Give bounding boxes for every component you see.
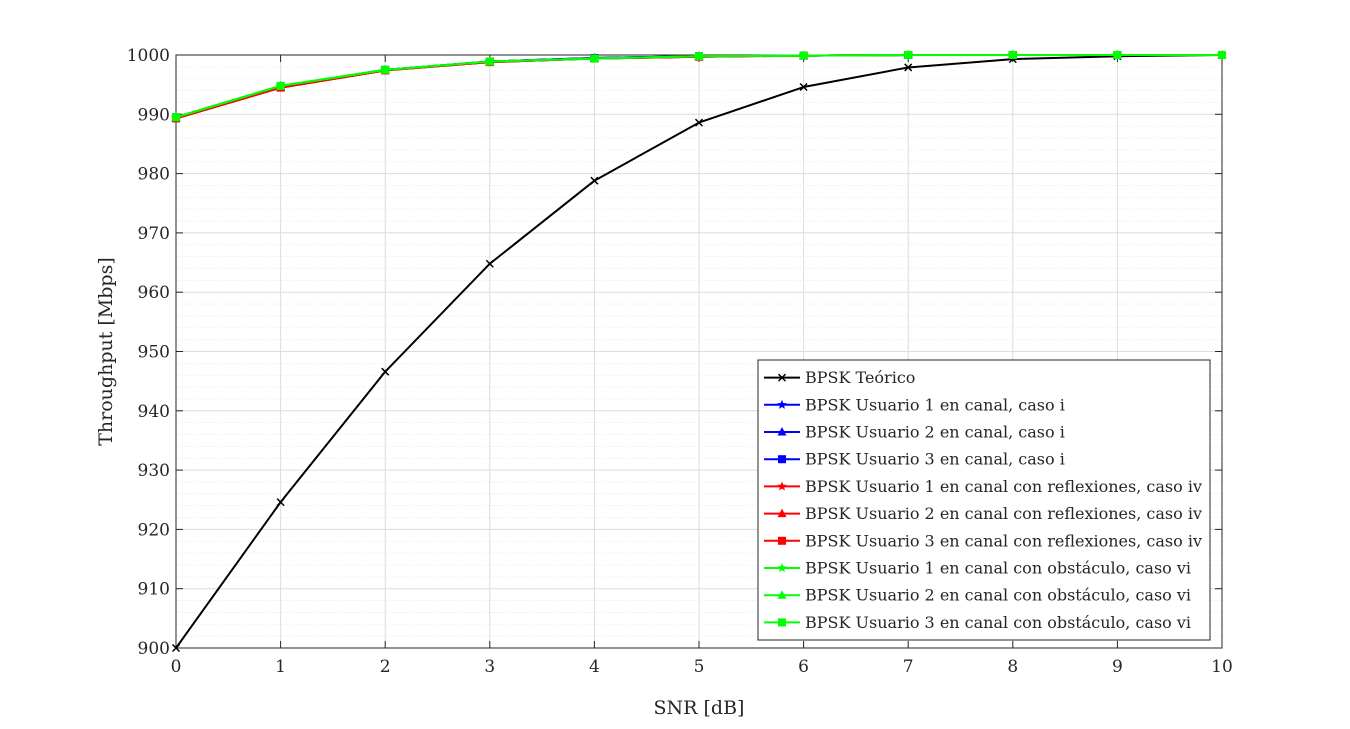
legend-item: BPSK Teórico xyxy=(764,368,915,387)
legend-label: BPSK Usuario 3 en canal con obstáculo, c… xyxy=(805,613,1191,632)
x-tick-label: 5 xyxy=(694,657,705,677)
legend-item: BPSK Usuario 2 en canal, caso i xyxy=(764,423,1065,442)
data-point xyxy=(777,373,787,382)
legend-label: BPSK Usuario 2 en canal con obstáculo, c… xyxy=(805,586,1191,605)
x-tick-label: 3 xyxy=(484,657,495,677)
legend-item: BPSK Usuario 1 en canal con reflexiones,… xyxy=(764,477,1202,496)
series-group xyxy=(171,50,1227,653)
legend-item: BPSK Usuario 2 en canal con obstáculo, c… xyxy=(764,586,1191,605)
y-tick-label: 980 xyxy=(138,165,170,185)
legend-item: BPSK Usuario 3 en canal con reflexiones,… xyxy=(764,531,1202,550)
data-point xyxy=(171,643,181,653)
data-point xyxy=(172,113,180,122)
legend-box xyxy=(757,359,1211,641)
data-point xyxy=(1218,51,1226,59)
y-tick-label: 900 xyxy=(138,639,170,659)
data-point xyxy=(777,399,787,409)
data-point xyxy=(799,51,808,60)
legend-label: BPSK Usuario 1 en canal con reflexiones,… xyxy=(805,477,1202,496)
data-point xyxy=(590,54,599,63)
y-tick-label: 910 xyxy=(138,580,170,600)
legend: BPSK Teórico BPSK Usuario 1 en canal, cas… xyxy=(757,359,1211,641)
data-point xyxy=(381,65,390,74)
legend-item: BPSK Usuario 3 en canal con obstáculo, c… xyxy=(764,613,1191,632)
legend-label: BPSK Usuario 1 en canal, caso i xyxy=(805,395,1065,414)
data-point xyxy=(799,82,808,92)
legend-item: BPSK Usuario 1 en canal, caso i xyxy=(764,395,1065,414)
legend-item: BPSK Usuario 3 en canal, caso i xyxy=(764,450,1065,469)
legend-label: BPSK Usuario 2 en canal con reflexiones,… xyxy=(805,504,1202,523)
legend-item: BPSK Usuario 2 en canal con reflexiones,… xyxy=(764,504,1202,523)
data-point xyxy=(904,63,913,72)
data-point xyxy=(778,536,786,545)
x-tick-label: 6 xyxy=(798,657,809,677)
data-point xyxy=(590,176,599,185)
legend-item: BPSK Usuario 1 en canal con obstáculo, c… xyxy=(764,559,1191,578)
data-point xyxy=(778,455,786,464)
data-point xyxy=(1113,51,1122,59)
x-tick-label: 1 xyxy=(275,657,286,677)
data-point xyxy=(485,57,494,66)
y-tick-label: 960 xyxy=(138,283,170,303)
y-tick-label: 1000 xyxy=(127,46,170,66)
data-point xyxy=(276,81,285,90)
x-tick-label: 7 xyxy=(903,657,914,677)
x-tick-label: 8 xyxy=(1007,657,1018,677)
y-tick-label: 920 xyxy=(138,520,170,540)
x-tick-label: 2 xyxy=(380,657,391,677)
x-tick-label: 9 xyxy=(1112,657,1123,677)
data-point xyxy=(777,590,787,599)
legend-label: BPSK Usuario 2 en canal, caso i xyxy=(805,423,1065,442)
y-tick-label: 940 xyxy=(138,402,170,422)
y-tick-label: 930 xyxy=(138,461,170,481)
data-point xyxy=(381,367,390,376)
data-point xyxy=(904,51,913,59)
data-point xyxy=(695,52,703,61)
data-point xyxy=(1008,51,1017,59)
data-point xyxy=(777,508,787,518)
data-point xyxy=(777,563,787,573)
legend-label: BPSK Usuario 1 en canal con obstáculo, c… xyxy=(805,559,1191,578)
data-point xyxy=(777,427,787,436)
x-tick-label: 10 xyxy=(1211,657,1233,677)
legend-label: BPSK Usuario 3 en canal, caso i xyxy=(805,450,1065,469)
data-point xyxy=(485,259,494,268)
y-tick-label: 990 xyxy=(138,105,170,125)
y-axis-label: Throughput [Mbps] xyxy=(95,257,117,446)
axis-ticks: 0 1 2 3 4 5 6 7 8 9 109009109209309409509609709809… xyxy=(127,46,1233,677)
series xyxy=(172,51,1226,122)
x-axis-label: SNR [dB] xyxy=(654,697,745,719)
legend-label: BPSK Usuario 3 en canal con reflexiones,… xyxy=(805,531,1202,550)
data-point xyxy=(694,118,704,127)
data-point xyxy=(778,618,786,627)
legend-label: BPSK Teórico xyxy=(805,368,915,387)
y-tick-label: 950 xyxy=(138,343,170,363)
x-tick-label: 4 xyxy=(589,657,600,677)
data-point xyxy=(777,481,787,491)
x-tick-label: 0 xyxy=(171,657,182,677)
y-tick-label: 970 xyxy=(138,224,170,244)
data-point xyxy=(276,498,285,507)
